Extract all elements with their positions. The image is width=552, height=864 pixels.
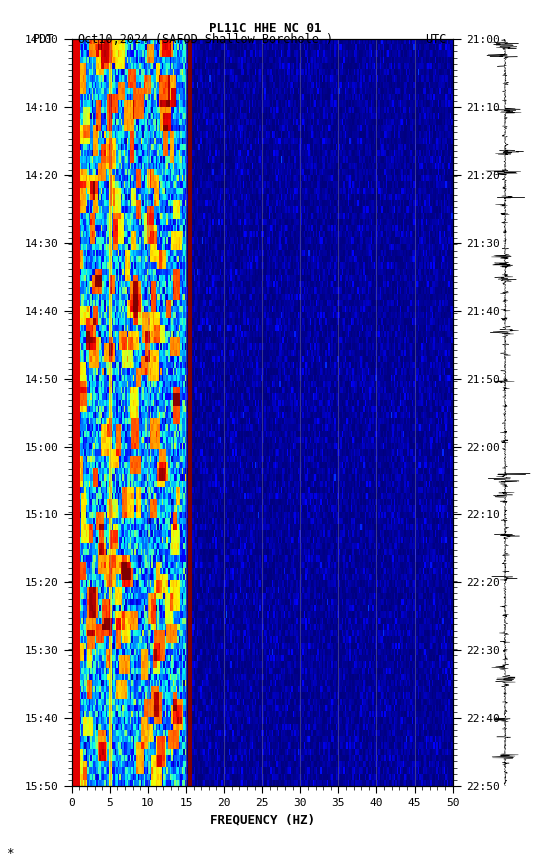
Text: PDT: PDT — [33, 33, 55, 46]
Text: UTC: UTC — [425, 33, 447, 46]
Text: Oct10,2024: Oct10,2024 — [77, 33, 148, 46]
Text: PL11C HHE NC 01: PL11C HHE NC 01 — [209, 22, 321, 35]
Text: (SAFOD Shallow Borehole ): (SAFOD Shallow Borehole ) — [155, 33, 333, 46]
X-axis label: FREQUENCY (HZ): FREQUENCY (HZ) — [210, 814, 315, 827]
Text: *: * — [6, 847, 13, 860]
